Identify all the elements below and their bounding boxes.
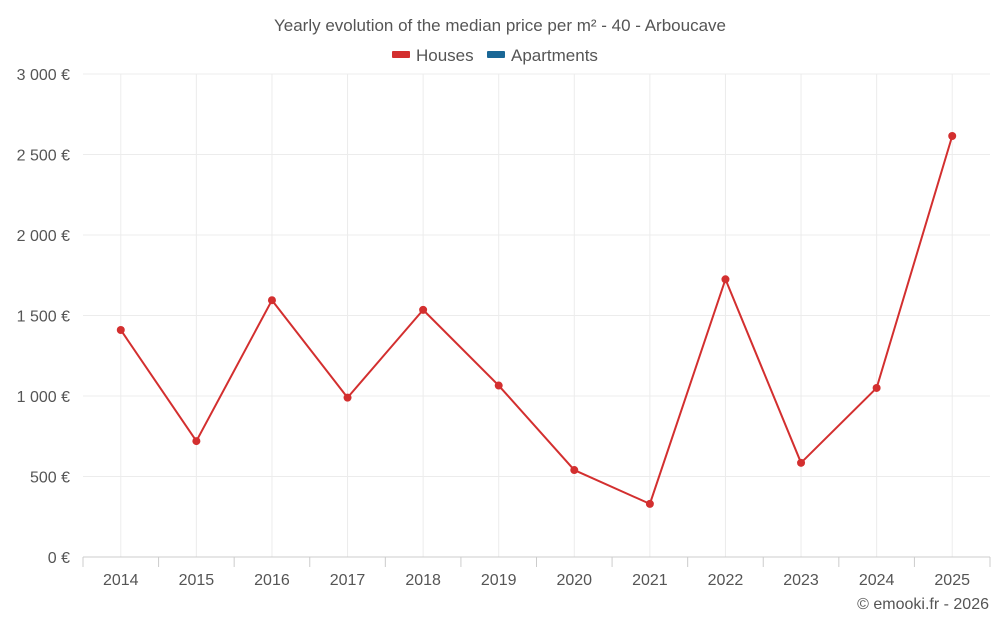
x-tick-label: 2015: [179, 572, 215, 589]
x-tick-label: 2014: [103, 572, 139, 589]
x-tick-label: 2018: [405, 572, 441, 589]
legend-swatch-houses: [392, 51, 410, 58]
y-tick-label: 2 500 €: [17, 148, 70, 165]
data-point-houses-2019[interactable]: [494, 381, 503, 390]
data-point-houses-2025[interactable]: [948, 131, 957, 140]
legend-item-houses[interactable]: Houses: [392, 46, 474, 65]
x-tick-label: 2017: [330, 572, 366, 589]
y-tick-label: 3 000 €: [17, 67, 70, 84]
x-tick-label: 2020: [556, 572, 592, 589]
data-point-houses-2015[interactable]: [192, 437, 201, 446]
y-tick-label: 2 000 €: [17, 228, 70, 245]
data-point-houses-2024[interactable]: [872, 383, 881, 392]
x-tick-label: 2025: [934, 572, 970, 589]
series-line-houses: [119, 135, 954, 505]
legend-label-apartments: Apartments: [511, 46, 598, 65]
data-point-houses-2020[interactable]: [570, 466, 579, 475]
data-point-houses-2017[interactable]: [343, 393, 352, 402]
y-tick-label: 1 000 €: [17, 389, 70, 406]
x-tick-label: 2022: [708, 572, 744, 589]
data-point-houses-2021[interactable]: [645, 499, 654, 508]
legend-label-houses: Houses: [416, 46, 474, 65]
credit-text: © emooki.fr - 2026: [857, 596, 989, 613]
x-tick-label: 2016: [254, 572, 290, 589]
legend-swatch-apartments: [487, 51, 505, 58]
grid: [83, 73, 990, 557]
x-tick-label: 2019: [481, 572, 517, 589]
series-houses: [116, 131, 957, 508]
data-point-houses-2018[interactable]: [419, 305, 428, 314]
x-tick-label: 2021: [632, 572, 668, 589]
x-tick-label: 2024: [859, 572, 895, 589]
y-axis: 0 € 500 € 1 000 € 1 500 € 2 000 € 2 500 € 3 00…: [17, 67, 70, 567]
x-axis: 2014 2015 2016 2017 2018 2019 2020 2021 2022 2023…: [82, 556, 991, 589]
x-tick-label: 2023: [783, 572, 819, 589]
legend-item-apartments[interactable]: Apartments: [487, 46, 598, 65]
y-tick-label: 500 €: [30, 470, 70, 487]
data-point-houses-2016[interactable]: [267, 296, 276, 305]
y-tick-label: 0 €: [48, 550, 70, 567]
data-point-houses-2014[interactable]: [116, 325, 125, 334]
chart-title: Yearly evolution of the median price per…: [274, 16, 726, 35]
legend: Houses Apartments: [392, 46, 598, 65]
data-point-houses-2023[interactable]: [797, 458, 806, 467]
data-point-houses-2022[interactable]: [721, 275, 730, 284]
y-tick-label: 1 500 €: [17, 309, 70, 326]
